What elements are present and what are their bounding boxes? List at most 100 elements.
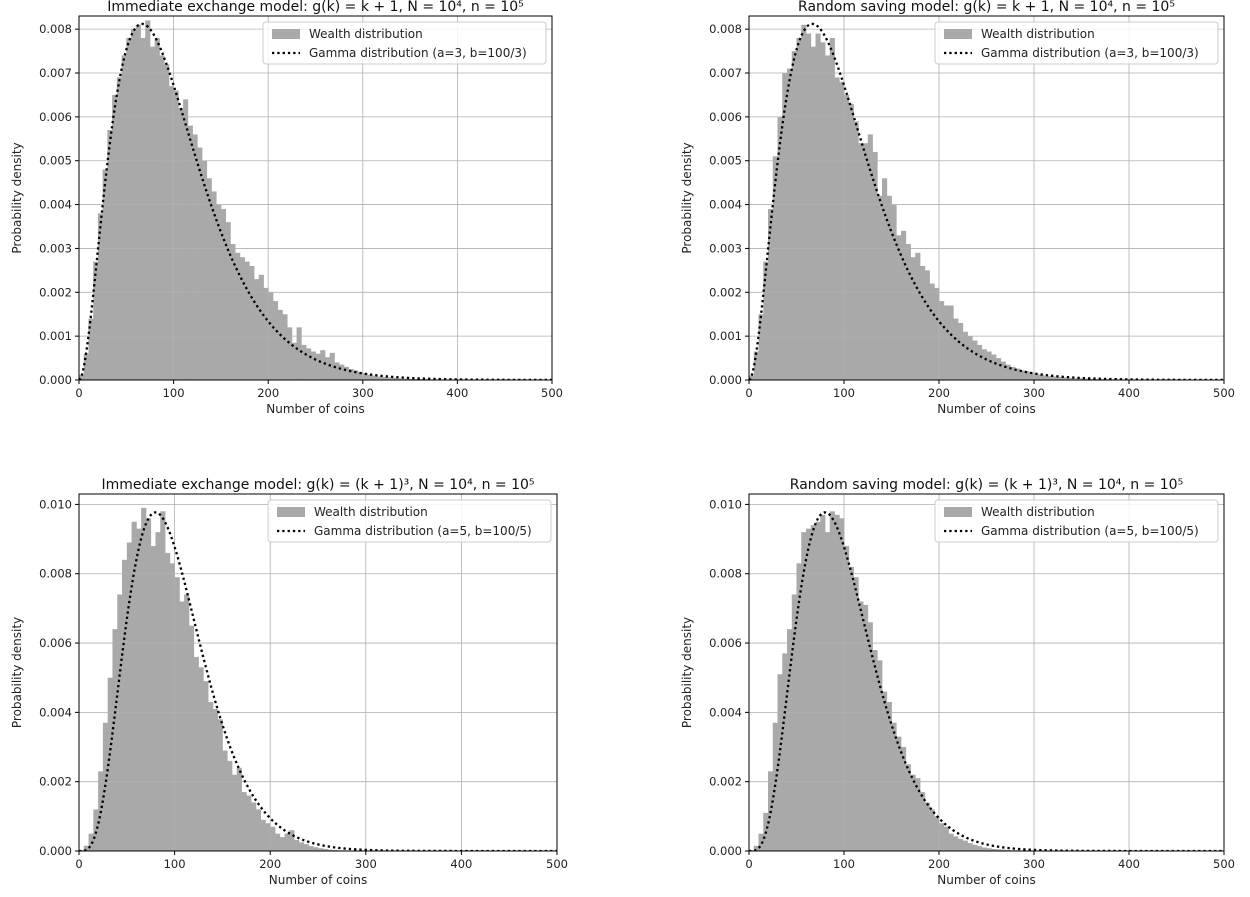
histogram-bar xyxy=(367,374,373,380)
gamma-fit-curve xyxy=(749,22,1224,380)
y-tick-label: 0.006 xyxy=(39,636,72,650)
legend-box xyxy=(262,21,547,65)
histogram-bar xyxy=(260,819,266,851)
histogram-bar xyxy=(948,833,954,851)
histogram-bar xyxy=(753,845,759,851)
histogram-bar xyxy=(886,701,892,851)
histogram-bar xyxy=(1029,372,1035,380)
histogram-bar xyxy=(236,767,242,851)
histogram-bar xyxy=(1081,378,1087,380)
histogram-bar xyxy=(967,336,973,380)
histogram-bar xyxy=(1034,373,1040,380)
histogram-bar xyxy=(112,94,118,380)
gamma-fit-curve xyxy=(79,22,552,380)
histogram-bar xyxy=(353,370,359,380)
x-tick-label: 100 xyxy=(163,386,185,400)
histogram-bar xyxy=(962,840,968,851)
y-tick-label: 0.000 xyxy=(709,373,742,387)
histogram-bar xyxy=(806,528,812,851)
x-tick-label: 500 xyxy=(1213,857,1235,871)
histogram-bar xyxy=(1038,374,1044,380)
histogram-bar xyxy=(939,823,945,851)
histogram-bar xyxy=(1067,377,1073,380)
histogram-bar xyxy=(943,826,949,851)
histogram-bar xyxy=(97,213,104,380)
x-tick-label: 100 xyxy=(833,386,855,400)
histogram-bar xyxy=(315,353,321,380)
histogram-bar xyxy=(381,376,387,380)
x-tick-label: 300 xyxy=(352,386,374,400)
y-tick-label: 0.008 xyxy=(709,567,742,581)
histogram-bar xyxy=(867,134,873,380)
histogram-bar xyxy=(159,55,165,380)
x-tick-label: 400 xyxy=(1118,857,1140,871)
histogram-bar xyxy=(896,736,902,851)
histogram-bar xyxy=(934,287,940,380)
axes-frame xyxy=(78,15,553,381)
histogram-bar xyxy=(1024,371,1030,380)
histogram-bar xyxy=(920,265,926,380)
histogram-bar xyxy=(249,265,255,380)
histogram-bar xyxy=(327,849,333,851)
histogram-bar xyxy=(121,55,127,380)
histogram-bar xyxy=(298,842,305,851)
x-axis-label: Number of coins xyxy=(266,402,365,416)
histogram-bar xyxy=(787,68,793,380)
y-tick-label: 0.001 xyxy=(709,329,742,343)
histogram-bar xyxy=(211,191,217,380)
histogram-bar xyxy=(122,559,128,851)
legend-histogram-swatch xyxy=(277,507,305,517)
histogram-bar xyxy=(263,287,269,380)
x-tick-label: 200 xyxy=(259,857,281,871)
y-tick-label: 0.004 xyxy=(39,705,72,719)
x-tick-label: 200 xyxy=(257,386,279,400)
histogram-bar xyxy=(920,792,926,851)
histogram-bar xyxy=(294,839,300,851)
histogram-bar xyxy=(825,55,831,380)
histogram-bar xyxy=(193,656,199,851)
y-tick-label: 0.007 xyxy=(39,66,72,80)
histogram-bar xyxy=(178,108,184,380)
axes-frame xyxy=(748,493,1225,852)
histogram-bar xyxy=(958,838,964,851)
histogram-bar xyxy=(929,809,935,851)
chart-panel-2: 0 100 200 300 400 500 0.000 0.001 0.002 0.003 0.00… xyxy=(680,0,1235,416)
legend-label: Wealth distribution xyxy=(981,505,1095,519)
chart-panel-4: 0 100 200 300 400 500 0.000 0.002 0.004 0.006 0.00… xyxy=(680,477,1235,887)
histogram-bar xyxy=(320,350,326,380)
histogram-bar xyxy=(270,826,276,851)
chart-title: Immediate exchange model: g(k) = (k + 1)… xyxy=(101,477,534,493)
histogram-bar xyxy=(844,545,850,851)
histogram-bar xyxy=(145,518,152,851)
histogram-bar xyxy=(198,667,204,851)
y-tick-label: 0.000 xyxy=(39,373,72,387)
y-tick-label: 0.004 xyxy=(709,198,742,212)
histogram-bar xyxy=(334,362,340,380)
histogram-bar xyxy=(126,37,132,380)
histogram-bar xyxy=(318,848,324,851)
histogram-bar xyxy=(977,344,983,380)
histogram-bar xyxy=(943,305,949,380)
histogram-bar xyxy=(929,283,935,380)
histogram-bars xyxy=(749,511,1092,851)
histogram-bar xyxy=(891,722,897,851)
histogram-bar xyxy=(924,270,930,380)
histogram-bar xyxy=(939,301,945,380)
histogram-bar xyxy=(160,511,166,851)
y-tick-label: 0.005 xyxy=(39,154,72,168)
histogram-bar xyxy=(102,169,108,380)
legend-label: Gamma distribution (a=3, b=100/3) xyxy=(309,46,527,60)
histogram-bar xyxy=(322,848,328,851)
histogram-bar xyxy=(948,305,954,380)
histogram-bar xyxy=(996,358,1002,380)
y-tick-label: 0.008 xyxy=(39,22,72,36)
histogram-bar xyxy=(787,629,793,851)
legend-label: Gamma distribution (a=5, b=100/5) xyxy=(981,524,1199,538)
histogram-bar xyxy=(395,378,402,380)
x-tick-label: 100 xyxy=(833,857,855,871)
histogram-bar xyxy=(1005,364,1011,380)
histogram-bar xyxy=(169,563,175,851)
y-axis-label: Probability density xyxy=(680,617,694,728)
histogram-bar xyxy=(306,348,312,380)
x-tick-label: 500 xyxy=(546,857,568,871)
